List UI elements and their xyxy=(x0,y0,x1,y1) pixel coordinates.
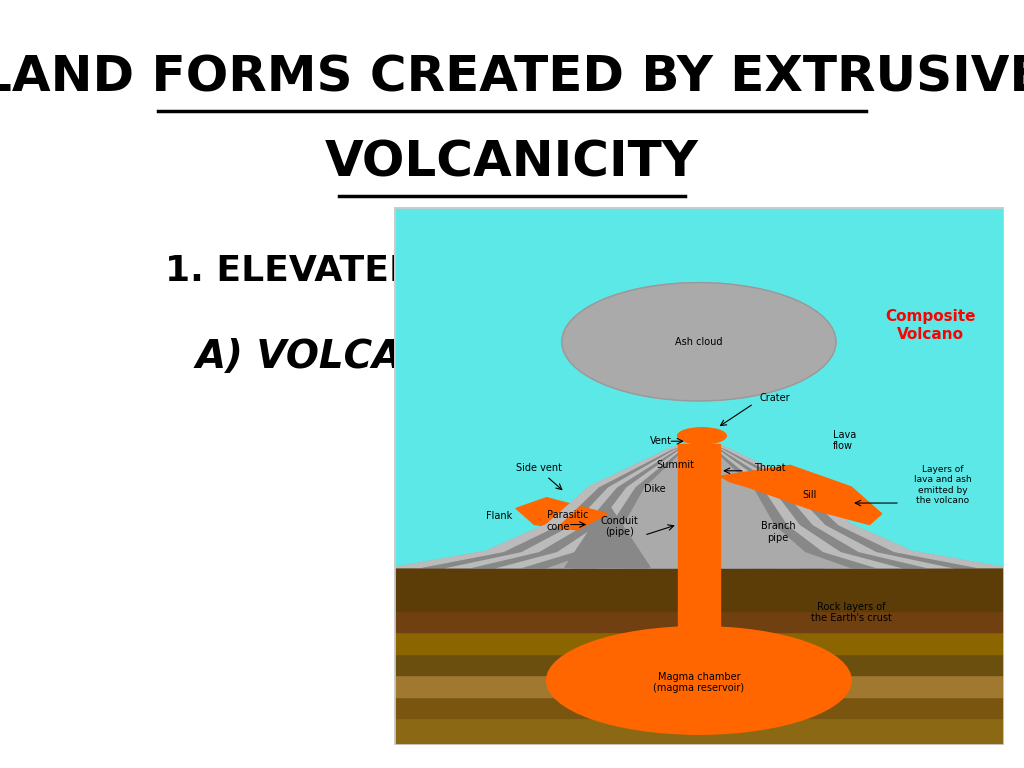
Text: Sill: Sill xyxy=(803,490,817,500)
Ellipse shape xyxy=(547,627,851,734)
Polygon shape xyxy=(547,439,851,568)
Ellipse shape xyxy=(562,283,836,401)
Ellipse shape xyxy=(678,428,726,444)
Text: A) VOLCANO: A) VOLCANO xyxy=(196,338,468,376)
Polygon shape xyxy=(420,439,978,568)
Polygon shape xyxy=(470,439,928,568)
Text: 1. ELEVATED LANDFORM: 1. ELEVATED LANDFORM xyxy=(165,253,663,287)
Text: VOLCANICITY: VOLCANICITY xyxy=(325,138,699,187)
Bar xyxy=(394,632,1004,654)
Text: LAND FORMS CREATED BY EXTRUSIVE: LAND FORMS CREATED BY EXTRUSIVE xyxy=(0,54,1024,102)
Polygon shape xyxy=(521,439,877,568)
Polygon shape xyxy=(496,439,902,568)
Polygon shape xyxy=(516,498,607,530)
Polygon shape xyxy=(597,439,801,568)
Polygon shape xyxy=(521,439,877,568)
Bar xyxy=(394,718,1004,745)
Polygon shape xyxy=(720,465,882,525)
Polygon shape xyxy=(445,439,952,568)
Bar xyxy=(394,568,1004,611)
Bar xyxy=(394,697,1004,718)
Text: Parasitic
cone: Parasitic cone xyxy=(547,510,588,532)
Text: Conduit
(pipe): Conduit (pipe) xyxy=(601,515,639,538)
Polygon shape xyxy=(648,439,750,568)
Text: Ash cloud: Ash cloud xyxy=(675,336,723,347)
Polygon shape xyxy=(572,439,825,568)
Text: Composite
Volcano: Composite Volcano xyxy=(885,310,976,342)
Polygon shape xyxy=(572,439,825,568)
Polygon shape xyxy=(470,439,928,568)
Polygon shape xyxy=(678,444,720,664)
Polygon shape xyxy=(648,439,750,568)
Polygon shape xyxy=(623,439,775,568)
Polygon shape xyxy=(597,439,801,568)
Bar xyxy=(394,611,1004,632)
Polygon shape xyxy=(394,439,1004,568)
Text: Summit: Summit xyxy=(656,460,694,470)
Text: Rock layers of
the Earth's crust: Rock layers of the Earth's crust xyxy=(811,601,892,624)
Bar xyxy=(394,654,1004,675)
Polygon shape xyxy=(496,439,902,568)
Polygon shape xyxy=(445,439,952,568)
Text: Flank: Flank xyxy=(485,511,512,521)
Polygon shape xyxy=(674,439,724,568)
Text: Side vent: Side vent xyxy=(516,463,562,473)
Bar xyxy=(394,675,1004,697)
Polygon shape xyxy=(674,439,724,568)
Text: Branch
pipe: Branch pipe xyxy=(761,521,796,543)
Polygon shape xyxy=(394,439,1004,568)
Text: Dike: Dike xyxy=(644,485,666,495)
Text: Magma chamber
(magma reservoir): Magma chamber (magma reservoir) xyxy=(653,671,744,694)
Text: Crater: Crater xyxy=(760,393,791,403)
Text: Layers of
lava and ash
emitted by
the volcano: Layers of lava and ash emitted by the vo… xyxy=(913,465,972,505)
Text: Lava
flow: Lava flow xyxy=(833,429,856,452)
Polygon shape xyxy=(420,439,978,568)
Polygon shape xyxy=(565,503,650,568)
Text: Throat: Throat xyxy=(754,463,785,473)
Polygon shape xyxy=(623,439,775,568)
Text: Vent: Vent xyxy=(650,436,672,446)
Polygon shape xyxy=(547,439,851,568)
